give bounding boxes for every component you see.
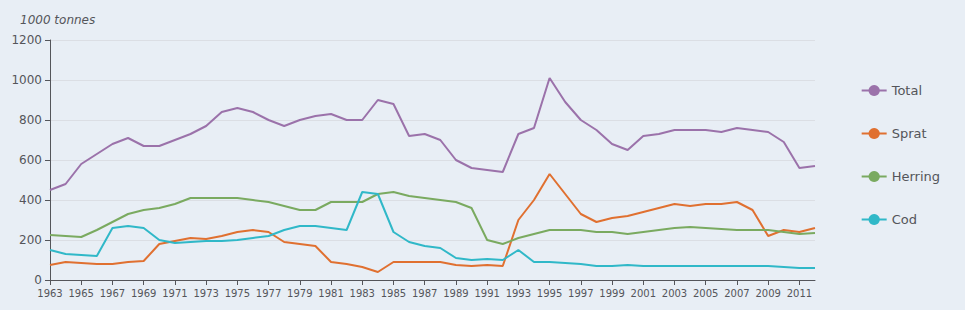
svg-text:Cod: Cod bbox=[892, 212, 917, 227]
svg-text:1000: 1000 bbox=[11, 73, 42, 87]
svg-text:1995: 1995 bbox=[537, 288, 562, 299]
svg-text:1965: 1965 bbox=[68, 288, 93, 299]
svg-text:2011: 2011 bbox=[787, 288, 812, 299]
svg-text:800: 800 bbox=[19, 113, 42, 127]
svg-text:1200: 1200 bbox=[11, 33, 42, 47]
svg-text:2003: 2003 bbox=[662, 288, 687, 299]
svg-text:2001: 2001 bbox=[631, 288, 656, 299]
svg-text:1987: 1987 bbox=[412, 288, 437, 299]
svg-text:1975: 1975 bbox=[225, 288, 250, 299]
svg-text:1991: 1991 bbox=[474, 288, 499, 299]
svg-text:1967: 1967 bbox=[100, 288, 125, 299]
svg-text:Sprat: Sprat bbox=[892, 126, 927, 141]
svg-text:1000 tonnes: 1000 tonnes bbox=[20, 13, 95, 27]
svg-text:Herring: Herring bbox=[892, 169, 940, 184]
svg-text:2005: 2005 bbox=[693, 288, 718, 299]
svg-text:1973: 1973 bbox=[193, 288, 218, 299]
svg-text:2009: 2009 bbox=[755, 288, 780, 299]
svg-text:400: 400 bbox=[19, 193, 42, 207]
svg-text:1993: 1993 bbox=[506, 288, 531, 299]
svg-text:1979: 1979 bbox=[287, 288, 312, 299]
svg-text:200: 200 bbox=[19, 233, 42, 247]
svg-text:1981: 1981 bbox=[318, 288, 343, 299]
svg-text:1999: 1999 bbox=[599, 288, 624, 299]
svg-text:1977: 1977 bbox=[256, 288, 281, 299]
svg-text:1969: 1969 bbox=[131, 288, 156, 299]
svg-text:1971: 1971 bbox=[162, 288, 187, 299]
svg-text:1985: 1985 bbox=[381, 288, 406, 299]
svg-text:0: 0 bbox=[34, 273, 42, 287]
svg-text:600: 600 bbox=[19, 153, 42, 167]
svg-text:1963: 1963 bbox=[37, 288, 62, 299]
svg-text:1989: 1989 bbox=[443, 288, 468, 299]
svg-text:2007: 2007 bbox=[724, 288, 749, 299]
svg-text:1983: 1983 bbox=[350, 288, 375, 299]
svg-text:Total: Total bbox=[891, 83, 922, 98]
svg-text:1997: 1997 bbox=[568, 288, 593, 299]
